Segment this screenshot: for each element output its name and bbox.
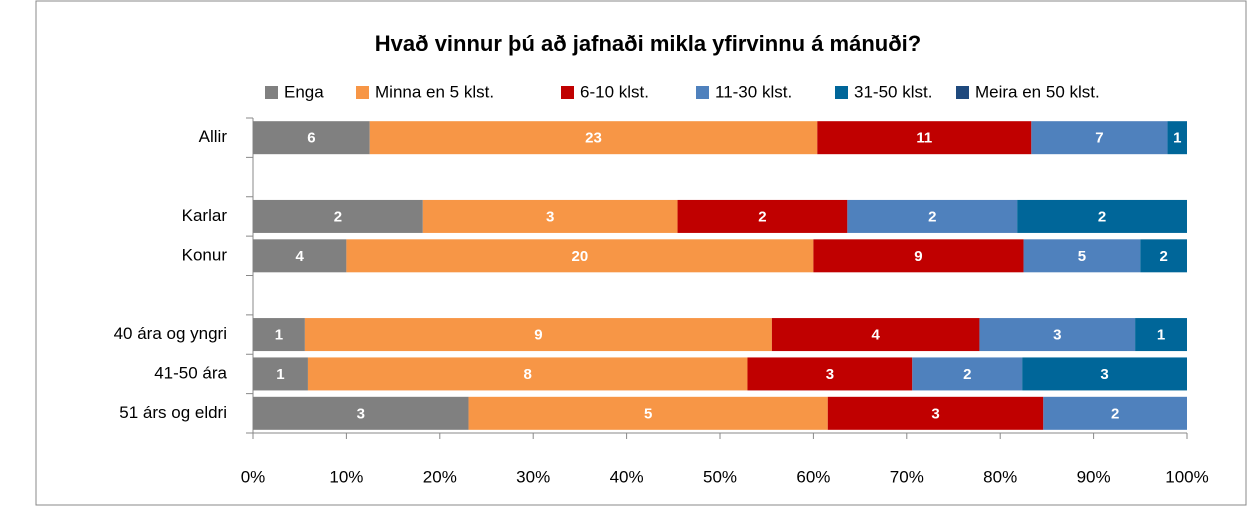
bar-segment xyxy=(771,318,980,352)
bar-segment xyxy=(1140,239,1187,273)
legend-swatch xyxy=(696,86,709,99)
legend-swatch xyxy=(835,86,848,99)
bar-segment xyxy=(1167,121,1187,155)
bar-segment xyxy=(253,396,469,430)
x-tick-label: 40% xyxy=(610,467,644,486)
bar-segment xyxy=(847,199,1018,233)
y-tick-label: 51 árs og eldri xyxy=(119,403,227,422)
data-label: 2 xyxy=(928,208,936,225)
x-tick-label: 100% xyxy=(1165,467,1208,486)
bar-segment xyxy=(677,199,848,233)
y-tick-label: Konur xyxy=(182,245,228,264)
x-tick-label: 60% xyxy=(796,467,830,486)
data-label: 6 xyxy=(307,130,315,147)
legend-label: Meira en 50 klst. xyxy=(975,82,1100,101)
legend-label: 6-10 klst. xyxy=(580,82,649,101)
data-label: 3 xyxy=(931,405,939,422)
data-label: 11 xyxy=(916,130,932,147)
data-label: 20 xyxy=(572,248,589,265)
legend-label: Enga xyxy=(284,82,324,101)
data-label: 5 xyxy=(644,405,652,422)
data-label: 1 xyxy=(276,366,284,383)
data-label: 1 xyxy=(275,327,283,344)
data-label: 3 xyxy=(1100,366,1108,383)
y-tick-label: 40 ára og yngri xyxy=(114,324,227,343)
data-label: 4 xyxy=(871,327,880,344)
x-tick-label: 0% xyxy=(241,467,266,486)
data-label: 23 xyxy=(585,130,602,147)
x-tick-label: 50% xyxy=(703,467,737,486)
data-label: 5 xyxy=(1078,248,1086,265)
data-label: 2 xyxy=(1098,208,1106,225)
legend-label: 11-30 klst. xyxy=(715,82,792,101)
bar-segment xyxy=(817,121,1032,155)
x-tick-label: 80% xyxy=(983,467,1017,486)
bar-segment xyxy=(422,199,678,233)
data-label: 2 xyxy=(1159,248,1167,265)
legend-swatch xyxy=(561,86,574,99)
bar-segment xyxy=(253,199,423,233)
legend-swatch xyxy=(265,86,278,99)
bar-segment xyxy=(346,239,814,273)
data-label: 2 xyxy=(963,366,971,383)
legend-label: Minna en 5 klst. xyxy=(375,82,494,101)
data-label: 2 xyxy=(1111,405,1119,422)
bar-segment xyxy=(369,121,818,155)
y-tick-label: Allir xyxy=(199,127,228,146)
bar-segment xyxy=(747,357,913,391)
data-label: 3 xyxy=(826,366,834,383)
chart-title: Hvað vinnur þú að jafnaði mikla yfirvinn… xyxy=(375,31,921,56)
data-label: 9 xyxy=(914,248,922,265)
data-label: 9 xyxy=(534,327,542,344)
bar-segment xyxy=(813,239,1024,273)
bar-segment xyxy=(468,396,828,430)
data-label: 3 xyxy=(357,405,365,422)
bar-segment xyxy=(1022,357,1187,391)
bar-segment xyxy=(253,239,347,273)
bar-segment xyxy=(253,318,305,352)
data-label: 4 xyxy=(296,248,305,265)
bar-segment xyxy=(307,357,748,391)
bar-segment xyxy=(979,318,1136,352)
y-tick-label: 41-50 ára xyxy=(154,363,227,382)
data-label: 8 xyxy=(524,366,532,383)
bar-segment xyxy=(253,121,370,155)
bar-segment xyxy=(1043,396,1187,430)
data-label: 1 xyxy=(1173,130,1181,147)
legend-swatch xyxy=(956,86,969,99)
legend-swatch xyxy=(356,86,369,99)
bar-segment xyxy=(1135,318,1187,352)
legend-label: 31-50 klst. xyxy=(854,82,932,101)
data-label: 7 xyxy=(1095,130,1103,147)
bar-segment xyxy=(1017,199,1187,233)
bar-segment xyxy=(912,357,1023,391)
data-label: 3 xyxy=(546,208,554,225)
x-tick-label: 70% xyxy=(890,467,924,486)
x-tick-label: 90% xyxy=(1077,467,1111,486)
data-label: 2 xyxy=(758,208,766,225)
data-label: 3 xyxy=(1053,327,1061,344)
bar-segment xyxy=(1023,239,1141,273)
data-label: 1 xyxy=(1157,327,1165,344)
x-tick-label: 20% xyxy=(423,467,457,486)
bar-segment xyxy=(253,357,308,391)
x-tick-label: 10% xyxy=(329,467,363,486)
bar-segment xyxy=(304,318,772,352)
data-label: 2 xyxy=(334,208,342,225)
bar-segment xyxy=(1031,121,1168,155)
x-tick-label: 30% xyxy=(516,467,550,486)
y-tick-label: Karlar xyxy=(182,206,228,225)
bar-segment xyxy=(827,396,1044,430)
